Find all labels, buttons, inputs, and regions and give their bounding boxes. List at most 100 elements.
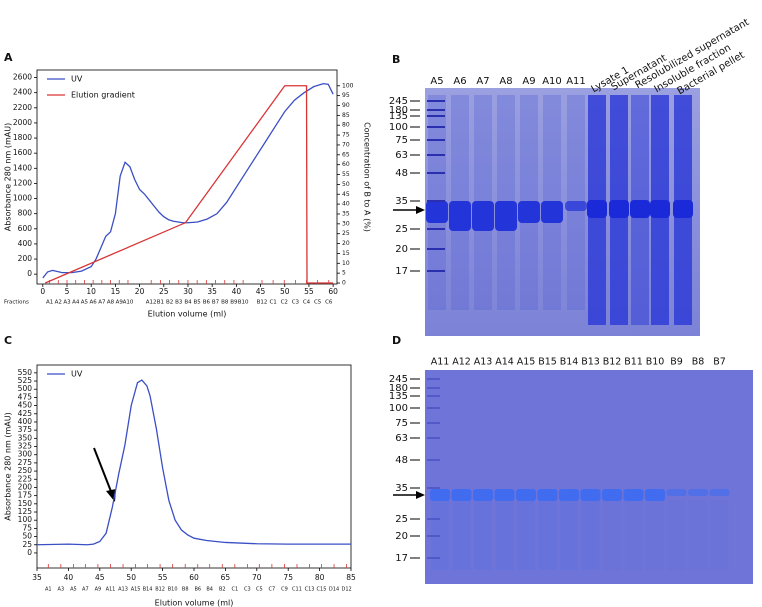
gel-band: [587, 200, 607, 218]
y-tick-label: 800: [18, 209, 33, 218]
lane-label: B7: [713, 357, 726, 368]
fraction-label: B2: [219, 587, 226, 593]
fractions-label: Fractions: [4, 300, 29, 306]
y-tick-label: 275: [18, 458, 33, 467]
y-tick-label: 0: [27, 548, 32, 557]
marker-label: 63: [395, 433, 408, 444]
x-tick-label: 35: [32, 573, 42, 582]
gel-smear: [431, 500, 449, 570]
lane-label: B13: [581, 357, 600, 368]
gel-band: [609, 200, 629, 218]
y-tick-label: 175: [18, 491, 33, 500]
y-tick-label: 0: [27, 269, 32, 278]
gel-smear: [560, 500, 578, 570]
panel-label: A: [4, 51, 13, 64]
panel-label: B: [392, 53, 400, 66]
marker-label: 75: [395, 135, 408, 146]
fraction-label: A7: [98, 300, 106, 306]
marker-label: 48: [395, 168, 408, 179]
fraction-label: A4: [72, 300, 80, 306]
lane-label: A6: [453, 76, 466, 87]
fraction-label: B4: [184, 300, 192, 306]
gel-band: [645, 489, 665, 501]
y2-tick-label: 90: [342, 102, 350, 109]
y-tick-label: 550: [18, 368, 33, 377]
legend-label: Elution gradient: [71, 91, 135, 100]
y-tick-label: 225: [18, 474, 33, 483]
y-tick-label: 1800: [13, 133, 32, 142]
lane-label: B14: [560, 357, 579, 368]
fraction-label: C1: [269, 300, 276, 306]
series-line: [44, 85, 334, 284]
gel-band: [623, 489, 644, 501]
y2-tick-label: 50: [342, 181, 350, 188]
y-tick-label: 300: [18, 450, 33, 459]
x-tick-label: 20: [135, 287, 145, 296]
gel-band: [630, 200, 650, 218]
y-tick-label: 375: [18, 425, 33, 434]
fraction-label: B2: [166, 300, 173, 306]
y2-tick-label: 15: [342, 250, 350, 257]
fraction-label: A10: [123, 300, 134, 306]
marker-label: 35: [395, 196, 408, 207]
fraction-label: B9: [230, 300, 238, 306]
gel-band: [537, 489, 558, 501]
gel-smear: [495, 500, 514, 570]
y-tick-label: 350: [18, 433, 33, 442]
lane-label: A8: [499, 76, 512, 87]
y-tick-label: 200: [18, 254, 33, 263]
gel-smear: [710, 500, 729, 570]
panel-label: D: [392, 334, 401, 347]
lane-label: A13: [474, 357, 493, 368]
marker-label: 48: [395, 455, 408, 466]
lane-label: A14: [495, 357, 514, 368]
fraction-label: B4: [206, 587, 213, 593]
lane-label: A5: [430, 76, 443, 87]
fraction-label: A12: [146, 300, 157, 306]
gel-band: [688, 489, 708, 496]
x-tick-label: 45: [95, 573, 105, 582]
gel-smear: [689, 500, 707, 570]
y2-tick-label: 25: [342, 230, 350, 237]
x-tick-label: 55: [304, 287, 314, 296]
gel-band: [516, 489, 536, 501]
marker-label: 100: [389, 122, 408, 133]
y2-tick-label: 55: [342, 171, 350, 178]
gel-smear: [646, 500, 664, 570]
fraction-label: A6: [89, 300, 97, 306]
y-tick-label: 2600: [13, 73, 32, 82]
fraction-label: B10: [238, 300, 249, 306]
marker-label: 180: [389, 105, 408, 116]
lane-label: A12: [452, 357, 471, 368]
y2-tick-label: 95: [342, 92, 350, 99]
gel-smear: [474, 500, 492, 570]
arrow-head: [416, 206, 425, 214]
marker-label: 63: [395, 150, 408, 161]
x-tick-label: 0: [40, 287, 45, 296]
gel-band: [472, 201, 494, 231]
y2-axis-label: Concentration of B to A (%): [363, 122, 372, 232]
y2-tick-label: 45: [342, 191, 350, 198]
gel-band: [426, 201, 448, 223]
x-tick-label: 55: [158, 573, 168, 582]
gel-band: [559, 489, 579, 501]
y2-tick-label: 80: [342, 122, 350, 129]
y2-tick-label: 75: [342, 132, 350, 139]
gel-band: [430, 489, 450, 501]
gel-smear: [603, 500, 621, 570]
x-tick-label: 35: [207, 287, 217, 296]
y-tick-label: 425: [18, 409, 33, 418]
y2-tick-label: 35: [342, 210, 350, 217]
x-tick-label: 65: [221, 573, 231, 582]
y-tick-label: 1200: [13, 178, 32, 187]
y2-tick-label: 40: [342, 201, 350, 208]
x-tick-label: 15: [111, 287, 121, 296]
y2-tick-label: 10: [342, 260, 350, 267]
gel-band: [565, 201, 587, 211]
fraction-label: A9: [95, 587, 102, 593]
fraction-label: B8: [221, 300, 229, 306]
y-tick-label: 2000: [13, 118, 32, 127]
marker-label: 17: [395, 266, 408, 277]
fraction-label: A5: [81, 300, 89, 306]
